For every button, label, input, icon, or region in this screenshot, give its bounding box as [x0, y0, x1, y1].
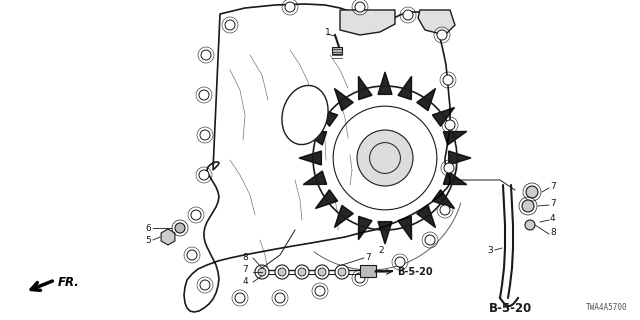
Circle shape: [318, 268, 326, 276]
Circle shape: [440, 205, 450, 215]
Text: 3: 3: [487, 245, 493, 254]
Circle shape: [357, 130, 413, 186]
Polygon shape: [335, 205, 353, 228]
Polygon shape: [358, 216, 372, 240]
Polygon shape: [378, 222, 392, 244]
Ellipse shape: [282, 85, 328, 145]
Circle shape: [395, 257, 405, 267]
Circle shape: [175, 223, 185, 233]
Circle shape: [191, 210, 201, 220]
Circle shape: [355, 2, 365, 12]
Text: FR.: FR.: [58, 276, 80, 289]
Circle shape: [298, 268, 306, 276]
Text: 7: 7: [550, 181, 556, 190]
Text: 4: 4: [243, 277, 248, 286]
Text: 6: 6: [145, 223, 151, 233]
Text: 7: 7: [550, 198, 556, 207]
Circle shape: [200, 130, 210, 140]
Circle shape: [187, 250, 197, 260]
Polygon shape: [433, 190, 454, 209]
Bar: [332, 47, 342, 54]
Polygon shape: [299, 151, 321, 165]
Circle shape: [275, 293, 285, 303]
Circle shape: [338, 268, 346, 276]
Polygon shape: [316, 108, 338, 126]
Polygon shape: [398, 76, 412, 100]
Circle shape: [200, 280, 210, 290]
Polygon shape: [398, 216, 412, 240]
Text: B-5-20: B-5-20: [488, 301, 532, 315]
Circle shape: [335, 265, 349, 279]
Circle shape: [199, 90, 209, 100]
Circle shape: [444, 163, 454, 173]
Circle shape: [199, 170, 209, 180]
Circle shape: [285, 2, 295, 12]
Circle shape: [445, 120, 455, 130]
Text: 8: 8: [550, 228, 556, 236]
Text: 7: 7: [365, 253, 371, 262]
Circle shape: [315, 265, 329, 279]
Circle shape: [255, 265, 269, 279]
Polygon shape: [378, 72, 392, 94]
Circle shape: [295, 265, 309, 279]
Circle shape: [526, 186, 538, 198]
Circle shape: [355, 273, 365, 283]
Polygon shape: [433, 108, 454, 126]
Polygon shape: [335, 88, 353, 111]
Circle shape: [235, 293, 245, 303]
Circle shape: [315, 286, 325, 296]
Text: 1: 1: [325, 28, 331, 36]
Circle shape: [425, 235, 435, 245]
Polygon shape: [358, 76, 372, 100]
Circle shape: [225, 20, 235, 30]
Text: 5: 5: [145, 236, 151, 244]
Circle shape: [525, 220, 535, 230]
Circle shape: [278, 268, 286, 276]
Bar: [360, 265, 376, 277]
Text: 7: 7: [243, 266, 248, 275]
Circle shape: [275, 265, 289, 279]
Polygon shape: [444, 132, 467, 145]
Text: 8: 8: [243, 253, 248, 262]
Polygon shape: [418, 10, 455, 35]
Circle shape: [258, 268, 266, 276]
Circle shape: [443, 75, 453, 85]
Polygon shape: [303, 132, 326, 145]
Circle shape: [522, 200, 534, 212]
Text: 2: 2: [378, 245, 383, 254]
Text: B-5-20: B-5-20: [397, 267, 433, 277]
Polygon shape: [449, 151, 471, 165]
Polygon shape: [303, 171, 326, 185]
Circle shape: [403, 10, 413, 20]
Polygon shape: [184, 4, 450, 312]
Circle shape: [201, 50, 211, 60]
Polygon shape: [417, 205, 436, 228]
Polygon shape: [340, 10, 395, 35]
Text: 4: 4: [550, 213, 556, 222]
Circle shape: [437, 30, 447, 40]
Text: TWA4A5700: TWA4A5700: [586, 303, 628, 312]
Polygon shape: [417, 88, 436, 111]
Polygon shape: [444, 171, 467, 185]
Polygon shape: [316, 190, 338, 209]
